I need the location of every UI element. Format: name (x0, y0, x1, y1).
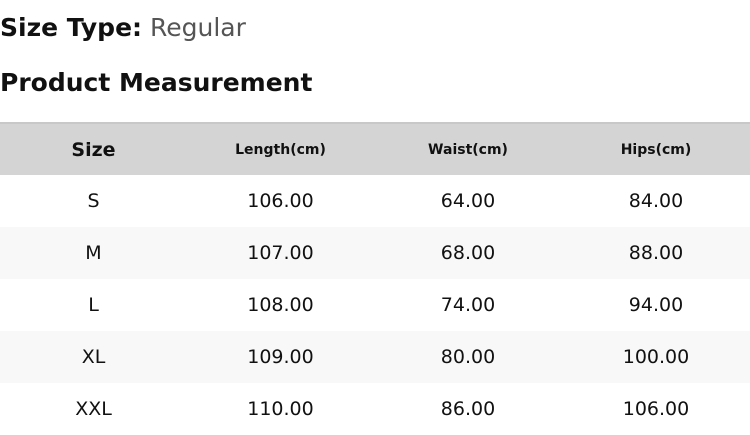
cell-length: 109.00 (247, 346, 314, 368)
cell-size: XL (81, 346, 106, 368)
size-type-label: Size Type: (0, 13, 143, 42)
cell-waist: 64.00 (440, 190, 496, 212)
cell-waist: 74.00 (440, 294, 496, 316)
size-type: Size Type: Regular (0, 12, 246, 44)
cell-waist: 68.00 (440, 242, 496, 264)
table-header-row: Size Length(cm) Waist(cm) Hips(cm) (0, 123, 750, 175)
cell-length: 107.00 (247, 242, 314, 264)
size-type-value: Regular (149, 13, 246, 42)
table-row: XL 109.00 80.00 100.00 (0, 331, 750, 383)
table-row: L 108.00 74.00 94.00 (0, 279, 750, 331)
cell-hips: 84.00 (628, 190, 684, 212)
cell-length: 110.00 (247, 398, 314, 420)
cell-size: L (88, 294, 99, 316)
cell-size: M (85, 242, 102, 264)
measurement-table: Size Length(cm) Waist(cm) Hips(cm) S 106.… (0, 122, 750, 435)
header-waist: Waist(cm) (428, 141, 508, 158)
section-title: Product Measurement (0, 68, 313, 97)
cell-length: 108.00 (247, 294, 314, 316)
table-row: S 106.00 64.00 84.00 (0, 175, 750, 227)
header-size: Size (71, 138, 116, 161)
cell-size: XXL (75, 398, 112, 420)
table-row: XXL 110.00 86.00 106.00 (0, 383, 750, 435)
cell-size: S (87, 190, 100, 212)
header-hips: Hips(cm) (620, 141, 692, 158)
cell-waist: 86.00 (440, 398, 496, 420)
header-length: Length(cm) (235, 141, 326, 158)
table-row: M 107.00 68.00 88.00 (0, 227, 750, 279)
cell-hips: 100.00 (622, 346, 690, 368)
cell-hips: 106.00 (622, 398, 690, 420)
cell-waist: 80.00 (440, 346, 496, 368)
cell-length: 106.00 (247, 190, 314, 212)
cell-hips: 94.00 (628, 294, 684, 316)
cell-hips: 88.00 (628, 242, 684, 264)
